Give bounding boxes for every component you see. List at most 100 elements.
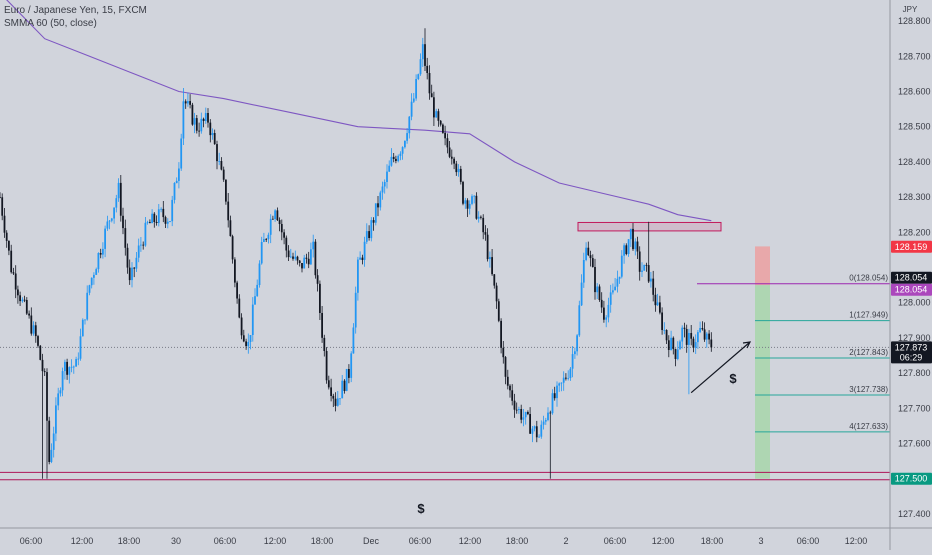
candle-body — [142, 244, 145, 246]
candle-body — [30, 315, 33, 334]
x-tick-label: 06:00 — [214, 536, 237, 546]
x-tick-label: 3 — [758, 536, 763, 546]
candle-body — [491, 257, 493, 275]
candle-body — [527, 412, 529, 415]
candle-body — [547, 412, 549, 420]
y-tick-label: 128.500 — [898, 122, 931, 132]
candle-body — [406, 133, 408, 141]
candle-body — [419, 59, 422, 75]
candle-body — [178, 168, 180, 181]
candle-body — [435, 111, 438, 118]
candle-body — [41, 359, 44, 372]
candle-body — [34, 325, 37, 337]
candle-body — [386, 171, 388, 182]
price-axis-label[interactable] — [891, 283, 932, 296]
candle-body — [113, 207, 115, 219]
candle-body — [332, 395, 335, 399]
candle-body — [263, 239, 265, 242]
x-tick-label: Dec — [363, 536, 380, 546]
candle-body — [515, 409, 518, 411]
candle-body — [636, 241, 639, 252]
candle-body — [486, 234, 489, 260]
candle-body — [614, 286, 616, 291]
candle-body — [417, 74, 420, 79]
candle-body — [457, 168, 460, 173]
candle-body — [52, 433, 55, 450]
candle-body — [681, 327, 684, 342]
candle-body — [3, 215, 6, 233]
candle-body — [187, 101, 189, 104]
candle-body — [361, 257, 364, 260]
fib-level-label: 2(127.843) — [849, 348, 888, 357]
candle-body — [676, 349, 679, 359]
candle-body — [72, 366, 75, 368]
candle-body — [175, 180, 178, 184]
countdown-label: 06:29 — [900, 352, 923, 362]
candle-body — [701, 328, 704, 330]
candle-body — [395, 158, 397, 161]
candle-body — [23, 299, 26, 301]
candle-body — [149, 222, 151, 224]
candle-body — [520, 409, 523, 420]
candle-body — [410, 101, 413, 117]
candle-body — [345, 369, 348, 391]
candle-body — [209, 122, 212, 136]
candle-body — [327, 380, 330, 388]
candle-body — [218, 161, 221, 162]
price-axis-label[interactable] — [891, 271, 932, 284]
candle-body — [578, 305, 581, 336]
price-axis-label[interactable] — [891, 240, 932, 253]
candle-body — [303, 257, 306, 269]
candle-body — [5, 232, 8, 241]
candle-body — [229, 220, 232, 237]
candle-body — [278, 220, 281, 224]
candle-body — [12, 272, 15, 274]
candle-body — [110, 218, 113, 221]
x-tick-label: 12:00 — [845, 536, 868, 546]
candle-body — [582, 260, 585, 283]
candle-body — [401, 147, 404, 154]
take-profit-zone[interactable] — [755, 285, 770, 479]
candle-body — [448, 147, 451, 157]
candle-body — [236, 282, 238, 299]
candle-body — [86, 292, 89, 320]
resistance-box[interactable] — [577, 221, 722, 232]
candle-body — [565, 377, 567, 379]
price-axis-label[interactable] — [891, 472, 932, 485]
candle-body — [274, 210, 276, 219]
candle-body — [314, 241, 317, 276]
stop-loss-zone[interactable] — [755, 246, 770, 286]
candle-body — [84, 319, 86, 321]
candle-body — [184, 101, 187, 104]
price-axis-label-text: 128.054 — [895, 285, 928, 295]
candle-body — [426, 65, 429, 73]
candle-body — [162, 208, 165, 218]
candle-body — [632, 228, 634, 250]
candle-body — [603, 307, 605, 320]
candle-body — [204, 113, 207, 121]
candle-body — [357, 259, 359, 293]
candle-body — [672, 337, 675, 350]
candle-body — [459, 168, 462, 182]
candle-body — [339, 398, 341, 400]
candle-body — [708, 333, 710, 340]
candle-body — [124, 228, 127, 248]
candle-body — [551, 393, 554, 414]
candle-body — [462, 181, 464, 204]
candle-body — [157, 209, 160, 223]
candle-body — [524, 412, 527, 418]
candle-body — [556, 385, 558, 399]
x-tick-label: 18:00 — [506, 536, 529, 546]
smma-line[interactable] — [0, 0, 712, 222]
candle-body — [609, 292, 612, 305]
trend-line-arrow[interactable] — [690, 341, 751, 394]
candle-body — [43, 371, 46, 373]
candle-body — [160, 208, 162, 210]
candle-body — [312, 241, 315, 250]
candle-body — [115, 198, 118, 208]
candle-body — [296, 256, 299, 261]
price-axis-label[interactable] — [891, 341, 932, 364]
candle-body — [390, 156, 393, 166]
